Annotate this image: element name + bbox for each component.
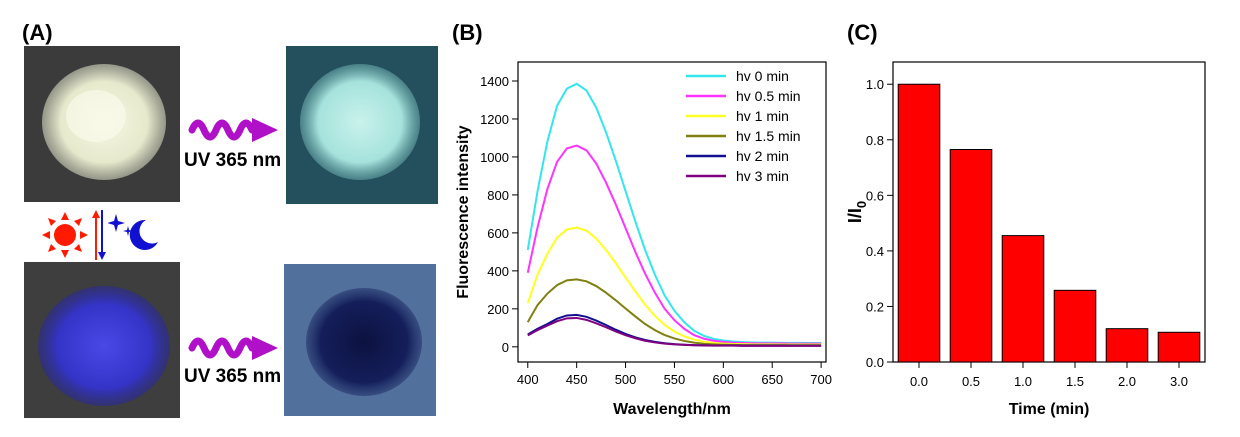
- x-tick-label-650: 650: [761, 372, 783, 387]
- panel-label-c: (C): [847, 20, 878, 45]
- cyan-powder-image: [300, 64, 420, 180]
- x-tick-label-1.0: 1.0: [1014, 374, 1032, 389]
- x-tick-label-700: 700: [810, 372, 832, 387]
- photo-blue-powder: [24, 262, 180, 418]
- x-tick-label-500: 500: [615, 372, 637, 387]
- navy-powder-image: [306, 288, 422, 396]
- photo-cyan-powder: [286, 46, 438, 204]
- x-axis-label: Time (min): [1009, 401, 1090, 418]
- y-tick-label-0.4: 0.4: [866, 244, 884, 259]
- uv-label-bottom: UV 365 nm: [184, 366, 282, 387]
- switch-arrows-icon: [92, 210, 106, 260]
- x-tick-label-0.5: 0.5: [962, 374, 980, 389]
- legend-label-4: hv 2 min: [736, 148, 789, 164]
- y-tick-label-0.6: 0.6: [866, 188, 884, 203]
- x-tick-label-550: 550: [664, 372, 686, 387]
- wavy-arrow-top-icon: [188, 118, 278, 142]
- panel-label-b: (B): [452, 20, 483, 45]
- blue-powder-image: [38, 286, 170, 406]
- legend-label-1: hv 0.5 min: [736, 88, 801, 104]
- bar-1.5: [1053, 289, 1097, 363]
- bar-3.0: [1157, 331, 1201, 363]
- y-tick-label-0: 0: [502, 340, 509, 355]
- legend-label-3: hv 1.5 min: [736, 128, 801, 144]
- x-tick-label-1.5: 1.5: [1066, 374, 1084, 389]
- white-powder-image: [42, 64, 166, 180]
- y-tick-label-600: 600: [487, 226, 509, 241]
- x-tick-label-450: 450: [566, 372, 588, 387]
- x-tick-label-400: 400: [517, 372, 539, 387]
- bar-1.0: [1001, 235, 1045, 363]
- y-tick-label-800: 800: [487, 188, 509, 203]
- sun-icon: [42, 212, 88, 258]
- panel-label-a: (A): [22, 20, 53, 45]
- x-tick-label-0.0: 0.0: [910, 374, 928, 389]
- legend-label-0: hv 0 min: [736, 68, 789, 84]
- bar-2.0: [1105, 328, 1149, 363]
- x-tick-label-600: 600: [712, 372, 734, 387]
- y-tick-label-0.2: 0.2: [866, 299, 884, 314]
- photo-navy-powder: [284, 264, 436, 416]
- fluorescence-line-chart: 400 450 500 550 600 650 700 0 200 400 600 800 1000 12…: [455, 61, 832, 418]
- y-tick-label-400: 400: [487, 264, 509, 279]
- y-axis-label: Fluorescence intensity: [455, 125, 472, 298]
- plot-frame: [892, 61, 1206, 363]
- y-tick-label-1200: 1200: [480, 112, 509, 127]
- x-tick-label-2.0: 2.0: [1118, 374, 1136, 389]
- y-tick-label-1.0: 1.0: [866, 77, 884, 92]
- y-tick-label-0.8: 0.8: [866, 133, 884, 148]
- photo-white-powder: [24, 46, 180, 202]
- bar-0.0: [897, 83, 941, 363]
- legend-label-5: hv 3 min: [736, 168, 789, 184]
- moon-icon: [129, 219, 158, 250]
- legend-label-2: hv 1 min: [736, 108, 789, 124]
- y-tick-label-1400: 1400: [480, 74, 509, 89]
- bar-0.5: [949, 149, 993, 363]
- intensity-ratio-bar-chart: 0.0 0.2 0.4 0.6 0.8 1.0 0.0 0.5 1.0 1.5 2.0 3.0 Time…: [845, 61, 1206, 418]
- wavy-arrow-bottom-icon: [188, 336, 278, 360]
- x-axis-label: Wavelength/nm: [613, 401, 731, 418]
- series-line-2: [526, 226, 822, 346]
- y-tick-label-0.0: 0.0: [866, 355, 884, 370]
- uv-label-top: UV 365 nm: [184, 150, 282, 171]
- x-tick-label-3.0: 3.0: [1170, 374, 1188, 389]
- y-tick-label-200: 200: [487, 302, 509, 317]
- stars-icon: [108, 214, 133, 236]
- y-tick-label-1000: 1000: [480, 150, 509, 165]
- plot-frame: [517, 61, 827, 363]
- series-line-5: [527, 316, 822, 347]
- series-line-3: [526, 278, 822, 347]
- y-axis-label: I/I0: [845, 201, 869, 223]
